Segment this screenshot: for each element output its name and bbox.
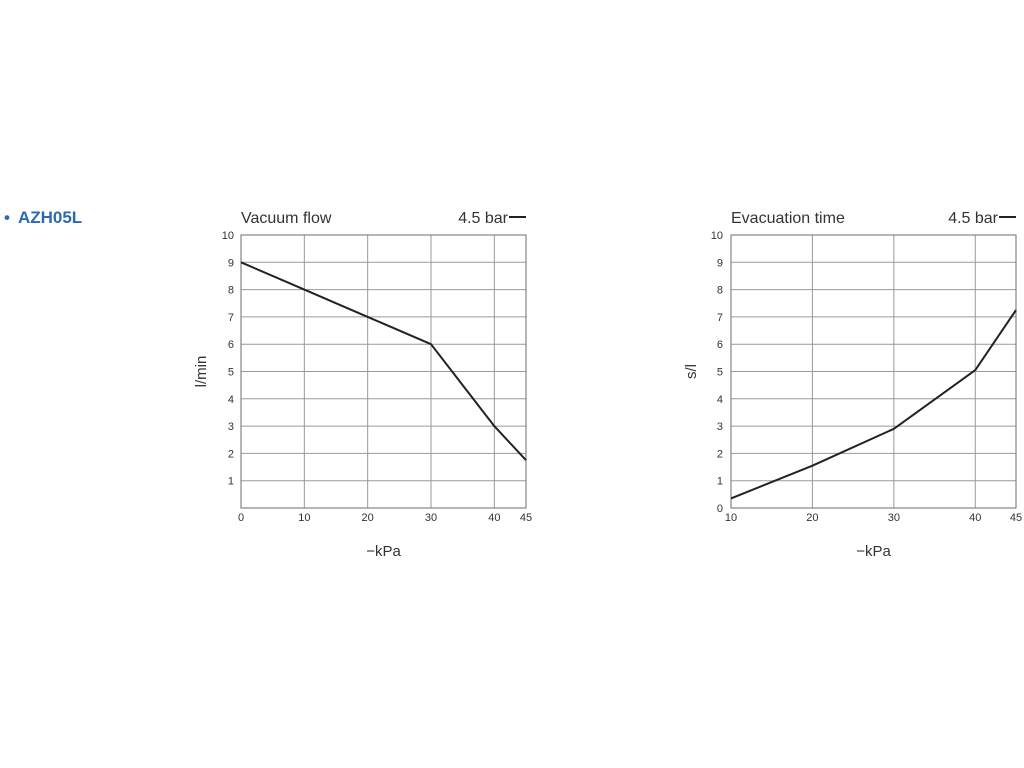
x-tick-label: 10 — [725, 512, 737, 524]
x-tick-label: 30 — [888, 512, 900, 524]
legend-label: 4.5 bar — [948, 210, 998, 227]
x-tick-label: 40 — [488, 512, 500, 524]
product-heading: • AZH05L — [4, 208, 82, 228]
x-axis-label: −kPa — [366, 543, 401, 560]
y-tick-label: 0 — [717, 503, 723, 515]
x-tick-label: 45 — [520, 512, 532, 524]
legend-label: 4.5 bar — [458, 210, 508, 227]
product-name: AZH05L — [17, 208, 83, 227]
y-tick-label: 8 — [717, 285, 723, 297]
series-line — [240, 261, 527, 461]
y-tick-label: 4 — [717, 394, 723, 406]
y-tick-label: 2 — [717, 448, 723, 460]
y-tick-label: 7 — [717, 312, 723, 324]
y-tick-label: 6 — [717, 339, 723, 351]
y-tick-label: 6 — [228, 339, 234, 351]
y-tick-label: 10 — [711, 230, 723, 242]
y-tick-label: 1 — [717, 476, 723, 488]
x-tick-label: 45 — [1010, 512, 1022, 524]
y-tick-label: 1 — [228, 476, 234, 488]
x-tick-label: 20 — [806, 512, 818, 524]
x-tick-label: 30 — [425, 512, 437, 524]
y-tick-label: 2 — [228, 448, 234, 460]
y-axis-label: s/l — [683, 364, 700, 379]
y-axis-label: l/min — [193, 356, 210, 388]
y-tick-label: 10 — [222, 230, 234, 242]
y-tick-label: 5 — [717, 367, 723, 379]
series-line — [730, 309, 1017, 500]
plot-frame — [240, 234, 527, 509]
chart-title: Evacuation time — [731, 210, 845, 227]
x-tick-label: 40 — [969, 512, 981, 524]
y-tick-label: 9 — [717, 257, 723, 269]
plot-frame — [730, 234, 1017, 509]
y-tick-label: 9 — [228, 257, 234, 269]
chart-title: Vacuum flow — [241, 210, 332, 227]
y-tick-label: 5 — [228, 367, 234, 379]
y-tick-label: 3 — [717, 421, 723, 433]
bullet-marker: • — [4, 208, 10, 227]
y-tick-label: 4 — [228, 394, 234, 406]
x-axis-label: −kPa — [856, 543, 891, 560]
x-tick-label: 10 — [298, 512, 310, 524]
y-tick-label: 3 — [228, 421, 234, 433]
y-tick-label: 7 — [228, 312, 234, 324]
x-tick-label: 20 — [362, 512, 374, 524]
x-tick-label: 0 — [238, 512, 244, 524]
y-tick-label: 8 — [228, 285, 234, 297]
